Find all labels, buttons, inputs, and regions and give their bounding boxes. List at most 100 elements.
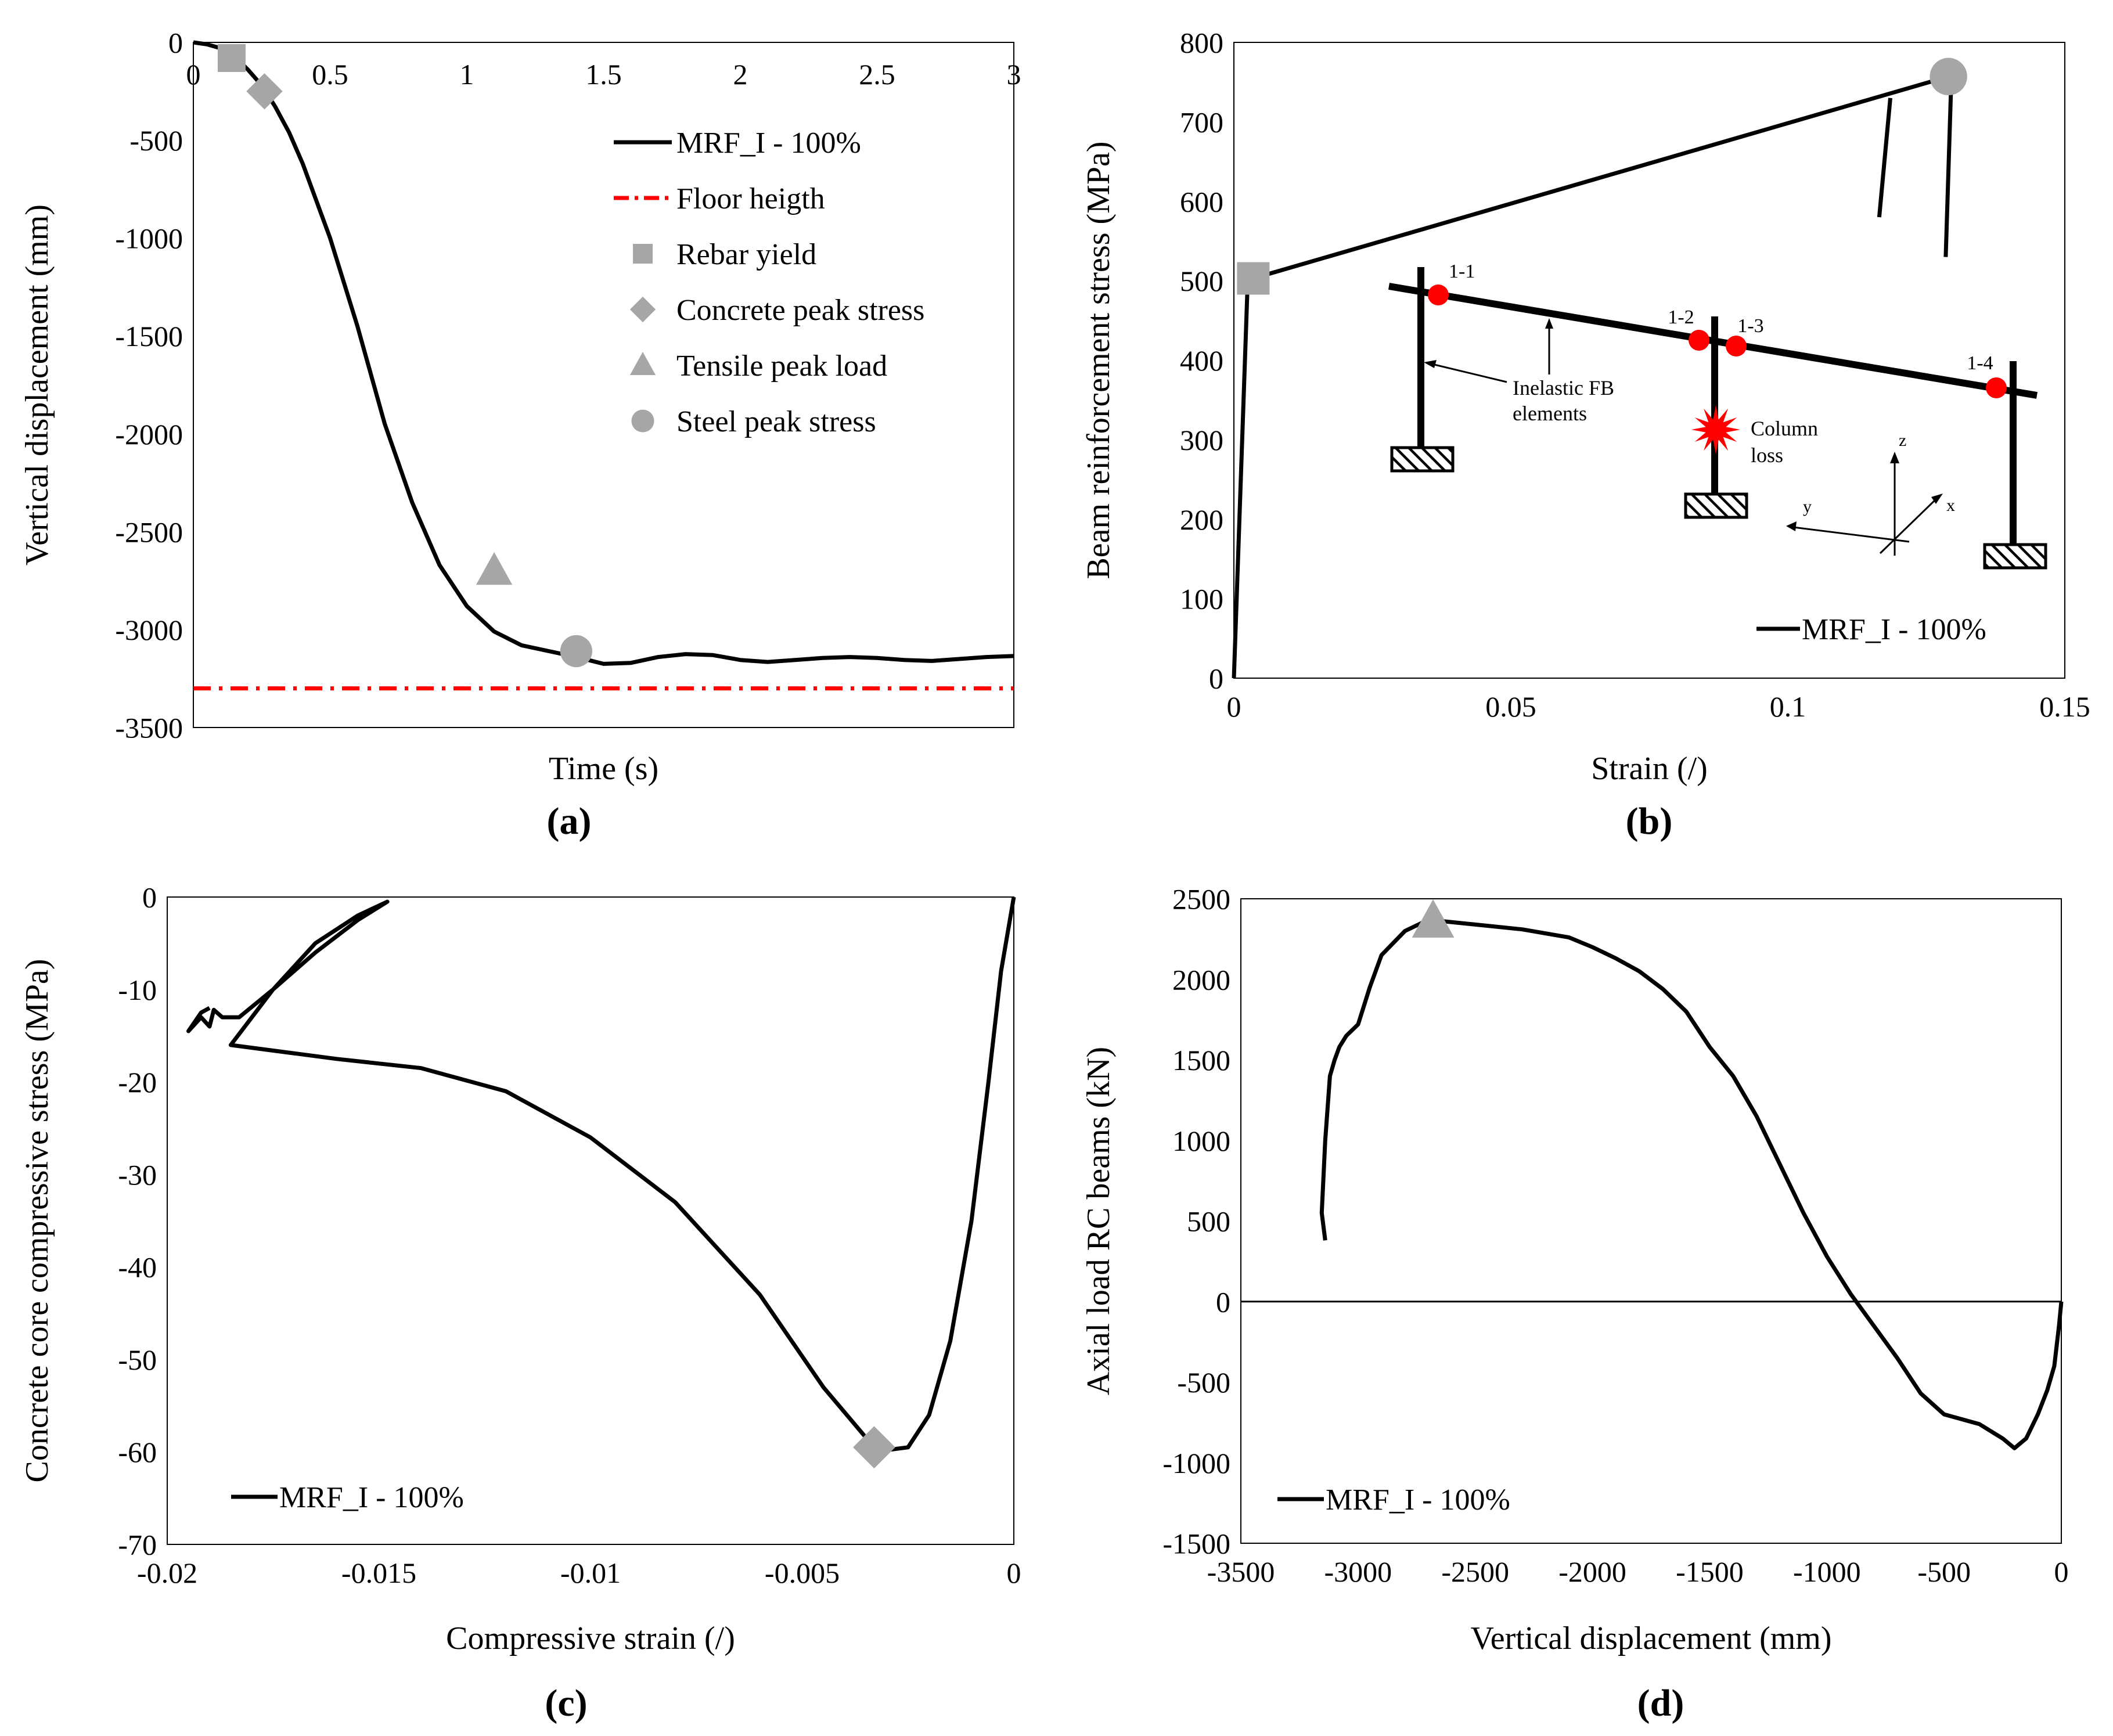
y-axis-label: Axial load RC beams (kN) (1081, 1047, 1117, 1395)
inset-arrow-line (1429, 362, 1507, 383)
y-tick-label: 600 (1180, 185, 1223, 218)
plot-area-frame (193, 42, 1014, 728)
inset-element-label: elements (1513, 402, 1587, 425)
y-axis-label: Concrete core compressive stress (MPa) (19, 959, 55, 1483)
marker-diamond (853, 1426, 895, 1469)
inset-support (1684, 492, 1748, 519)
x-tick-label: 0 (186, 58, 201, 91)
marker-circle (1930, 57, 1967, 96)
y-tick-label: -10 (118, 974, 157, 1006)
y-tick-label: -1500 (1162, 1528, 1230, 1560)
y-tick-label: -500 (129, 124, 183, 157)
panel-label: (b) (1626, 800, 1673, 842)
series-line-mrf-i (186, 896, 1016, 1452)
marker-triangle (476, 552, 513, 585)
triad-x-axis (1879, 497, 1938, 554)
plot-area-frame (1240, 898, 2062, 1544)
y-tick-label: 500 (1187, 1205, 1230, 1238)
chart-panel-b: 0 100 200 300 400 500 600 700 800 0 0.05 0.1 0.15 Str… (1081, 27, 2090, 843)
x-tick-label: -0.015 (341, 1557, 416, 1589)
y-axis-label: Beam reinforcement stress (MPa) (1081, 141, 1117, 579)
y-tick-label: -3000 (115, 614, 183, 646)
legend-label: MRF_I - 100% (1802, 613, 1986, 646)
triad-y-arrowhead (1786, 521, 1797, 531)
chart-panel-d: 2500 2000 1500 1000 500 0 -500 -1000 -1500-3500 -… (1081, 883, 2069, 1725)
y-tick-label: -1000 (115, 222, 183, 255)
y-tick-label: 1500 (1172, 1044, 1230, 1076)
marker-square (217, 44, 246, 72)
y-tick-label: -50 (118, 1344, 157, 1376)
triad-z-arrowhead (1890, 452, 1899, 463)
x-tick-label: 0 (2054, 1555, 2069, 1588)
inset-support (1983, 543, 2047, 570)
legend-swatch-circle (631, 409, 654, 433)
legend-swatch-square (633, 244, 653, 264)
y-tick-label: 0 (168, 27, 183, 59)
inset-joint (1428, 284, 1449, 305)
y-tick-label: 2000 (1172, 963, 1230, 996)
x-tick-label: 1 (460, 58, 474, 91)
triad-y-axis (1792, 526, 1910, 543)
structural-inset: 1-1 1-2 1-3 1-4 Inelastic FB elements Column lo… (1388, 261, 2047, 570)
y-tick-label: 0 (1209, 662, 1223, 695)
triad-x-arrowhead (1931, 494, 1943, 504)
inset-joint-label: 1-2 (1668, 307, 1694, 328)
y-tick-label: -2000 (115, 418, 183, 451)
x-tick-label: -2500 (1441, 1555, 1509, 1588)
y-tick-label: 400 (1180, 344, 1223, 377)
legend-label: Steel peak stress (676, 405, 876, 438)
y-tick-label: -500 (1177, 1366, 1230, 1399)
inset-joint-label: 1-3 (1737, 315, 1763, 337)
x-tick-label: 3 (1007, 58, 1021, 91)
inset-joint-label: 1-4 (1967, 352, 1993, 374)
legend-label: Concrete peak stress (676, 294, 924, 327)
inset-arrow-head (1424, 360, 1437, 368)
x-tick-label: -500 (1917, 1555, 1971, 1588)
x-tick-label: 0.1 (1770, 690, 1806, 723)
inset-loss-label: loss (1751, 444, 1783, 467)
x-tick-label: 0.5 (312, 58, 348, 91)
inset-joint (1726, 336, 1747, 356)
x-tick-label: 1.5 (585, 58, 622, 91)
y-tick-label: 700 (1180, 106, 1223, 138)
x-tick-label: -3500 (1207, 1555, 1275, 1588)
y-tick-label: -1500 (115, 320, 183, 352)
chart-panel-c: 0 -10 -20 -30 -40 -50 -60 -70-0.02 -0.015 -0.01 -0… (19, 881, 1021, 1725)
panel-label: (c) (545, 1682, 587, 1724)
inset-arrow-head (1545, 318, 1553, 329)
x-axis-label: Strain (/) (1591, 751, 1708, 787)
y-axis-label: Vertical displacement (mm) (19, 204, 55, 566)
x-axis-label: Compressive strain (/) (446, 1620, 735, 1656)
x-tick-label: 0 (1007, 1557, 1021, 1589)
x-tick-label: -0.02 (137, 1557, 197, 1589)
y-tick-label: -70 (118, 1529, 157, 1561)
legend-label: Floor heigth (676, 182, 825, 215)
panel-label: (a) (547, 800, 592, 842)
series-line-mrf-i (1877, 98, 1892, 218)
x-tick-label: -0.01 (560, 1557, 621, 1589)
legend-label: Tensile peak load (676, 350, 887, 383)
inset-support (1390, 446, 1455, 473)
x-tick-label: -2000 (1558, 1555, 1626, 1588)
inset-joint (1689, 330, 1709, 351)
inset-element-label: Inelastic FB (1513, 376, 1614, 399)
panel-label: (d) (1637, 1682, 1684, 1724)
plot-area-frame (1233, 42, 2065, 679)
triad-y-label: y (1803, 497, 1812, 516)
series-line-mrf-i (1319, 917, 2064, 1450)
y-tick-label: 2500 (1172, 883, 1230, 916)
inset-joint (1986, 377, 2007, 398)
x-tick-label: 0 (1227, 690, 1241, 723)
triad-x-label: x (1946, 496, 1955, 515)
triad-z-label: z (1899, 431, 1906, 450)
y-tick-label: 1000 (1172, 1125, 1230, 1157)
inset-loss-label: Column (1751, 417, 1818, 440)
legend-swatch-diamond (629, 296, 656, 323)
y-tick-label: -1000 (1162, 1447, 1230, 1479)
inset-joint-label: 1-1 (1449, 261, 1475, 282)
marker-circle (560, 635, 593, 668)
x-axis-label: Time (s) (549, 751, 658, 787)
